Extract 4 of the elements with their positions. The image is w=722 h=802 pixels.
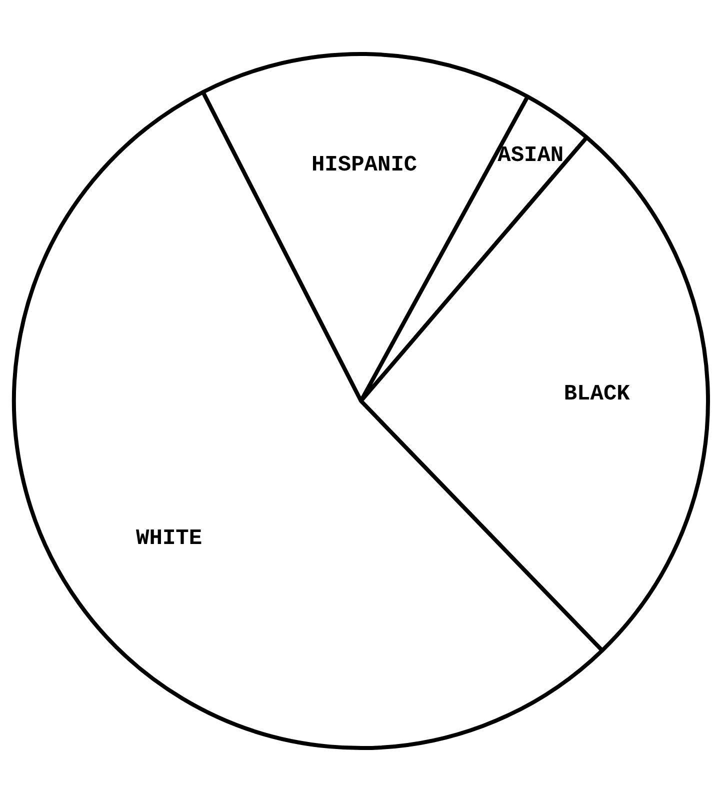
slice-label: ASIAN (498, 143, 564, 168)
slice-label: BLACK (564, 381, 631, 406)
slice-label: WHITE (136, 526, 202, 551)
slice-label: HISPANIC (311, 152, 418, 178)
